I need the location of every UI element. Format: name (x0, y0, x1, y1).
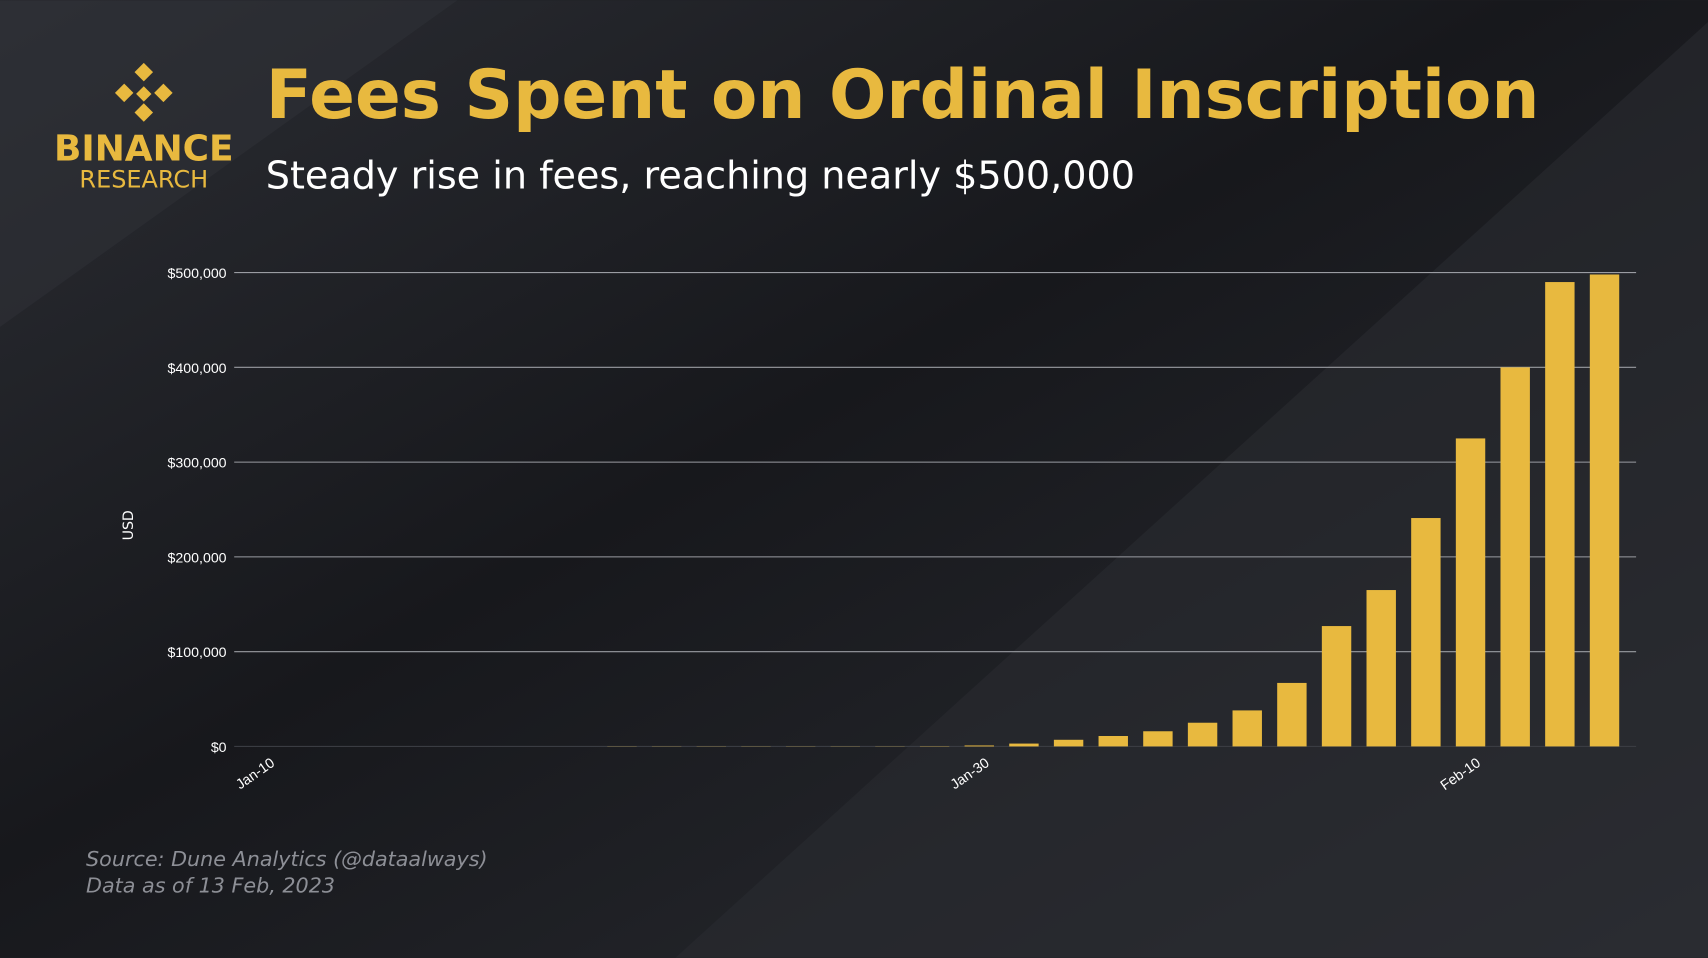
bar (1411, 518, 1441, 747)
bar (1009, 743, 1039, 747)
bar (1277, 682, 1307, 747)
y-tick-label: $0 (211, 740, 227, 756)
chart-title: Fees Spent on Ordinal Inscription (266, 55, 1540, 134)
y-axis-label: USD (121, 510, 137, 540)
source: Source: Dune Analytics (@dataalways) (86, 847, 488, 871)
bar (1366, 590, 1396, 747)
bar (964, 745, 994, 747)
bar (1321, 626, 1352, 747)
background-band (0, 0, 458, 328)
source: Data as of 13 Feb, 2023 (86, 873, 335, 897)
bar (1187, 722, 1218, 747)
chart-subtitle: Steady rise in fees, reaching nearly $50… (266, 154, 1135, 198)
bar (1545, 282, 1575, 747)
y-tick-label: $100,000 (168, 645, 227, 661)
bar (1232, 710, 1262, 747)
bar (1500, 367, 1530, 747)
bar (1143, 731, 1173, 747)
logo-text: RESEARCH (79, 166, 208, 194)
bar (1589, 274, 1620, 747)
bar (1098, 735, 1128, 747)
bar (1455, 438, 1486, 747)
y-tick-label: $200,000 (168, 550, 227, 566)
y-tick-label: $300,000 (168, 456, 227, 472)
logo-text: BINANCE (54, 128, 234, 169)
y-tick-label: $400,000 (168, 361, 227, 377)
bar (1053, 739, 1084, 747)
y-tick-label: $500,000 (168, 266, 227, 282)
